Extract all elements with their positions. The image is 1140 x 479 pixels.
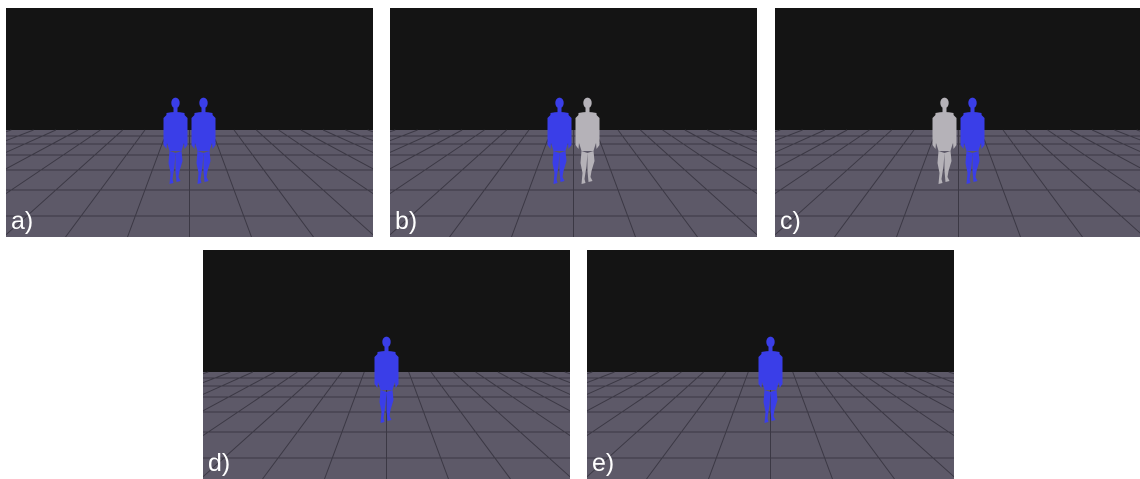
grid-line <box>203 371 298 437</box>
grid-line <box>775 129 848 170</box>
grid-line <box>662 129 757 195</box>
grid-line <box>859 371 954 437</box>
grid-line <box>708 371 749 479</box>
grid-line <box>475 371 570 437</box>
panel-label: c) <box>780 207 801 235</box>
grid-line <box>587 371 682 437</box>
grid-line <box>639 129 757 236</box>
panel-label: e) <box>592 449 615 477</box>
scene-a <box>6 8 373 237</box>
floor-grid <box>775 129 1140 237</box>
grid-line <box>390 129 485 195</box>
grid-line <box>6 129 57 153</box>
grid-line <box>595 129 636 237</box>
grid-line <box>262 371 343 479</box>
scene-e <box>587 250 954 479</box>
grid-line <box>6 129 101 195</box>
grid-line <box>322 129 373 153</box>
panel-label: d) <box>208 449 231 477</box>
grid-line <box>127 129 168 237</box>
grid-line <box>775 129 893 236</box>
scene-d <box>203 250 570 479</box>
panel-label: b) <box>395 207 418 235</box>
grid-line <box>1002 129 1083 237</box>
grid-line <box>980 129 1021 237</box>
grid-line <box>903 371 954 395</box>
grid-line <box>255 129 373 236</box>
grid-line <box>834 129 915 237</box>
grid-line <box>1024 129 1140 234</box>
panel-a: a) <box>6 8 373 237</box>
grid-line <box>792 371 833 479</box>
grid-line <box>233 129 314 237</box>
grid-line <box>775 129 826 153</box>
grid-line <box>300 129 373 170</box>
floor-grid <box>390 129 757 237</box>
grid-line <box>881 371 954 412</box>
grid-line <box>203 371 321 478</box>
panel-b: b) <box>390 8 757 237</box>
grid-line <box>278 129 373 195</box>
grid-line <box>449 129 530 237</box>
scene-b <box>390 8 757 237</box>
grid-line <box>430 371 511 479</box>
grid-line <box>324 371 365 479</box>
grid-line <box>684 129 757 170</box>
grid-line <box>706 129 757 153</box>
grid-line <box>775 129 870 195</box>
grid-line <box>390 129 463 170</box>
grid-line <box>203 371 276 412</box>
panel-e: e) <box>587 250 954 479</box>
grid-line <box>452 371 570 478</box>
grid-line <box>1069 129 1140 169</box>
grid-line <box>646 371 727 479</box>
grid-line <box>511 129 552 237</box>
sky-background <box>6 8 373 130</box>
grid-line <box>65 129 146 237</box>
grid-line <box>587 371 660 412</box>
grid-line <box>814 371 895 479</box>
floor-grid <box>6 129 373 237</box>
grid-line <box>390 129 508 236</box>
grid-line <box>1091 129 1140 153</box>
panel-d: d) <box>203 250 570 479</box>
grid-line <box>408 371 449 479</box>
grid-line <box>587 371 705 478</box>
grid-line <box>836 371 954 478</box>
panel-label: a) <box>11 207 34 235</box>
grid-line <box>587 371 638 395</box>
grid-line <box>519 371 570 395</box>
grid-line <box>203 371 254 395</box>
panel-c: c) <box>775 8 1140 237</box>
grid-line <box>896 129 937 237</box>
floor-plane <box>775 130 1140 237</box>
grid-line <box>617 129 698 237</box>
grid-line <box>1047 129 1140 193</box>
sky-background <box>390 8 757 130</box>
grid-line <box>6 129 124 236</box>
sky-background <box>775 8 1140 130</box>
grid-line <box>6 129 79 170</box>
grid-line <box>211 129 252 237</box>
grid-line <box>497 371 570 412</box>
scene-c <box>775 8 1140 237</box>
grid-line <box>390 129 441 153</box>
